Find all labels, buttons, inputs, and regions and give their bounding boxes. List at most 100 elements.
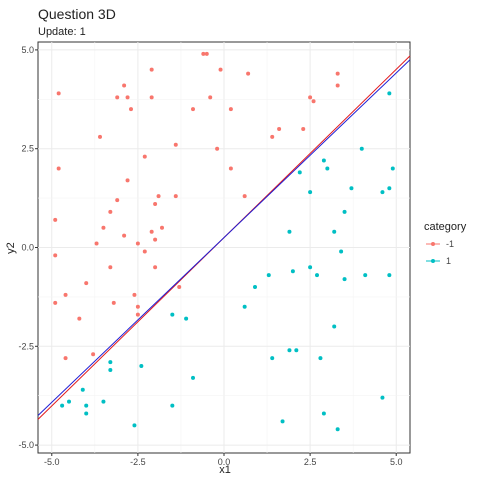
point-series-1 [242,194,247,199]
y-tick-label: 2.5 [21,144,34,154]
point-series-1 [228,107,233,112]
point-series-2 [321,411,326,416]
point-series-1 [125,95,130,100]
x-tick-label: 5.0 [390,457,403,467]
legend-key-dot [431,242,435,246]
point-series-1 [191,107,195,112]
point-series-1 [108,209,113,214]
point-series-2 [84,403,89,408]
point-series-2 [280,419,285,424]
grid-lines [38,42,410,453]
y-tick-label: -5.0 [18,440,34,450]
point-series-2 [67,399,71,404]
legend-label: 1 [446,256,451,266]
point-series-2 [380,190,385,195]
point-series-1 [98,134,102,139]
point-series-1 [153,202,158,207]
x-tick-label: 0.0 [218,457,231,467]
point-series-2 [390,166,395,171]
point-series-1 [94,241,99,246]
point-series-1 [91,352,96,357]
point-series-2 [342,277,347,282]
point-series-2 [253,285,257,290]
point-series-2 [170,403,175,408]
point-series-2 [321,158,326,163]
point-series-1 [173,142,178,147]
point-series-2 [349,186,354,191]
point-series-2 [287,348,292,353]
point-series-2 [318,356,323,361]
chart-title: Question 3D [38,6,116,22]
point-series-1 [122,233,127,238]
point-series-1 [129,107,133,112]
point-series-2 [325,166,330,171]
point-series-1 [177,285,182,290]
point-series-1 [125,178,130,183]
point-series-2 [297,170,302,175]
point-series-2 [270,356,275,361]
point-series-1 [215,146,220,151]
point-series-2 [84,411,89,416]
point-series-2 [290,269,295,274]
point-series-2 [287,229,292,234]
point-series-1 [201,51,206,56]
point-series-1 [153,265,158,270]
point-series-1 [173,194,178,199]
point-series-1 [301,126,306,131]
point-series-1 [108,265,113,270]
point-series-1 [149,229,154,234]
point-series-1 [115,95,120,100]
point-series-2 [139,364,144,369]
y-axis-ticks: -5.0 -2.5 0.0 2.5 5.0 [18,45,38,450]
point-series-2 [339,249,344,254]
point-series-2 [101,399,106,404]
point-series-1 [53,253,58,258]
point-series-1 [56,91,61,96]
legend-label: -1 [446,239,454,249]
point-series-1 [63,292,68,297]
point-series-1 [53,300,58,305]
point-series-1 [132,292,137,297]
line-blue [37,59,411,416]
point-series-2 [359,146,364,151]
x-tick-label: 2.5 [304,457,317,467]
point-series-1 [149,67,154,72]
data-points [53,51,395,432]
legend-title: category [424,221,467,233]
point-series-1 [208,95,213,100]
point-series-1 [270,134,275,139]
point-series-1 [308,95,313,100]
y-tick-label: 5.0 [21,45,34,55]
point-series-1 [56,166,61,171]
point-series-1 [135,241,140,246]
point-series-1 [135,312,140,317]
point-series-2 [335,427,340,432]
point-series-2 [315,273,319,278]
chart-subtitle: Update: 1 [38,26,86,38]
y-axis-label: y2 [5,242,17,254]
legend-key-dot [431,259,435,263]
point-series-1 [101,225,106,230]
point-series-2 [308,190,313,195]
point-series-1 [135,304,140,309]
point-series-1 [246,71,251,76]
point-series-2 [80,387,85,392]
point-series-2 [108,360,113,365]
point-series-1 [153,237,158,242]
point-series-2 [332,229,337,234]
point-series-1 [228,166,233,171]
point-series-1 [77,316,82,321]
x-tick-label: -5.0 [44,457,60,467]
point-series-2 [380,395,385,400]
point-series-1 [335,83,340,88]
point-series-2 [170,312,175,317]
point-series-2 [294,348,299,353]
point-series-1 [218,67,223,72]
point-series-2 [363,273,368,278]
point-series-2 [387,273,392,278]
point-series-2 [108,368,113,373]
point-series-1 [111,300,116,305]
point-series-2 [184,316,189,321]
x-axis-ticks: -5.0 -2.5 0.0 2.5 5.0 [44,453,402,467]
point-series-1 [84,281,89,286]
